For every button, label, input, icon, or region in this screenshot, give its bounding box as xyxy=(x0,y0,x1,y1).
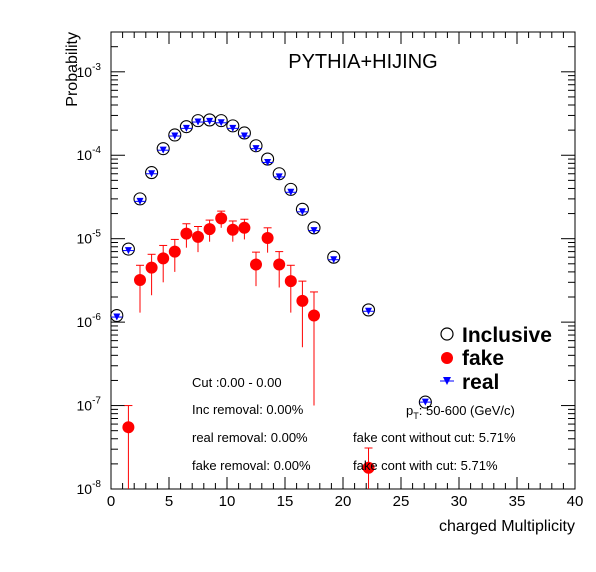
fake-point xyxy=(122,421,134,433)
x-tick-label: 0 xyxy=(107,493,115,510)
x-axis-label: charged Multiplicity xyxy=(439,518,575,535)
annotation-inc-removal: Inc removal: 0.00% xyxy=(192,402,304,417)
fake-point xyxy=(169,246,181,258)
fake-point xyxy=(215,212,227,224)
annotation-cut: Cut :0.00 - 0.00 xyxy=(192,375,282,390)
x-tick-label: 15 xyxy=(277,493,294,510)
legend-label-fake: fake xyxy=(462,347,504,370)
annotation-fake-cont-without-cut: fake cont without cut: 5.71% xyxy=(353,430,516,445)
fake-point xyxy=(250,259,262,271)
fake-point xyxy=(262,232,274,244)
fake-point xyxy=(157,252,169,264)
fake-point xyxy=(146,262,158,274)
fake-point xyxy=(227,224,239,236)
legend-label-real: real xyxy=(462,371,499,394)
x-tick-label: 25 xyxy=(393,493,410,510)
annotation-fake-removal: fake removal: 0.00% xyxy=(192,458,311,473)
fake-point xyxy=(273,259,285,271)
fake-point xyxy=(296,295,308,307)
x-tick-label: 40 xyxy=(567,493,584,510)
fake-point xyxy=(134,274,146,286)
legend-marker-inclusive xyxy=(441,328,453,340)
legend-marker-fake xyxy=(441,352,453,364)
chart-title: PYTHIA+HIJING xyxy=(288,51,437,73)
x-tick-label: 35 xyxy=(509,493,526,510)
y-axis-label: Probability xyxy=(64,32,81,107)
legend-label-inclusive: Inclusive xyxy=(462,324,552,347)
x-tick-label: 10 xyxy=(219,493,236,510)
fake-point xyxy=(204,223,216,235)
x-tick-label: 30 xyxy=(451,493,468,510)
fake-point xyxy=(192,231,204,243)
annotation-real-removal: real removal: 0.00% xyxy=(192,430,308,445)
annotation-fake-cont-with-cut: fake cont with cut: 5.71% xyxy=(353,458,498,473)
fake-point xyxy=(285,275,297,287)
fake-point xyxy=(180,228,192,240)
x-tick-label: 20 xyxy=(335,493,352,510)
fake-point xyxy=(308,310,320,322)
x-tick-label: 5 xyxy=(165,493,173,510)
fake-point xyxy=(238,222,250,234)
